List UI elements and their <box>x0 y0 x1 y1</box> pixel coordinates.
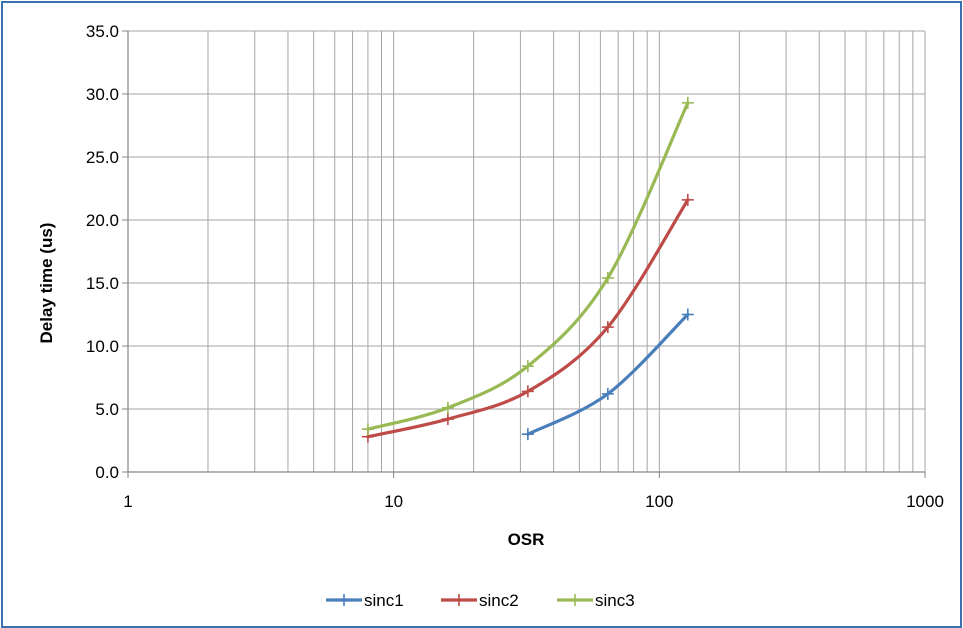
data-point-sinc3 <box>521 360 534 373</box>
y-tick-label: 25.0 <box>86 148 119 167</box>
data-point-sinc2 <box>441 413 454 426</box>
legend-label: sinc2 <box>479 591 519 610</box>
x-tick-label: 1 <box>123 492 132 511</box>
legend-item-sinc3: sinc3 <box>557 591 635 610</box>
axes <box>122 30 926 478</box>
y-tick-label: 0.0 <box>95 463 119 482</box>
y-tick-label: 20.0 <box>86 211 119 230</box>
legend: sinc1 sinc2 sinc3 <box>326 591 635 610</box>
series-line-sinc3 <box>366 101 690 431</box>
x-tick-label: 1000 <box>906 492 944 511</box>
data-point-sinc3 <box>441 401 454 414</box>
series-line-sinc2 <box>366 198 690 439</box>
legend-label: sinc1 <box>364 591 404 610</box>
grid <box>128 30 926 472</box>
data-point-sinc2 <box>521 385 534 398</box>
y-tick-label: 35.0 <box>86 22 119 41</box>
y-tick-label: 30.0 <box>86 85 119 104</box>
data-point-sinc2 <box>601 321 614 334</box>
y-tick-label: 10.0 <box>86 337 119 356</box>
x-axis-title: OSR <box>508 530 545 549</box>
legend-item-sinc2: sinc2 <box>441 591 519 610</box>
data-point-sinc1 <box>681 308 694 321</box>
tick-labels: 0.0 5.0 10.0 15.0 20.0 25.0 30.0 35.0 1 10 100 1000 <box>86 22 944 511</box>
series-lines <box>361 96 694 443</box>
y-tick-label: 5.0 <box>95 400 119 419</box>
data-point-sinc3 <box>361 423 374 436</box>
y-tick-label: 15.0 <box>86 274 119 293</box>
data-point-sinc2 <box>681 193 694 206</box>
legend-item-sinc1: sinc1 <box>326 591 404 610</box>
data-point-sinc3 <box>601 271 614 284</box>
x-tick-label: 100 <box>645 492 673 511</box>
data-point-sinc3 <box>681 96 694 109</box>
data-point-sinc1 <box>601 387 614 400</box>
y-axis-title: Delay time (us) <box>37 223 56 344</box>
data-point-sinc1 <box>521 428 534 441</box>
x-tick-label: 10 <box>384 492 403 511</box>
legend-label: sinc3 <box>595 591 635 610</box>
